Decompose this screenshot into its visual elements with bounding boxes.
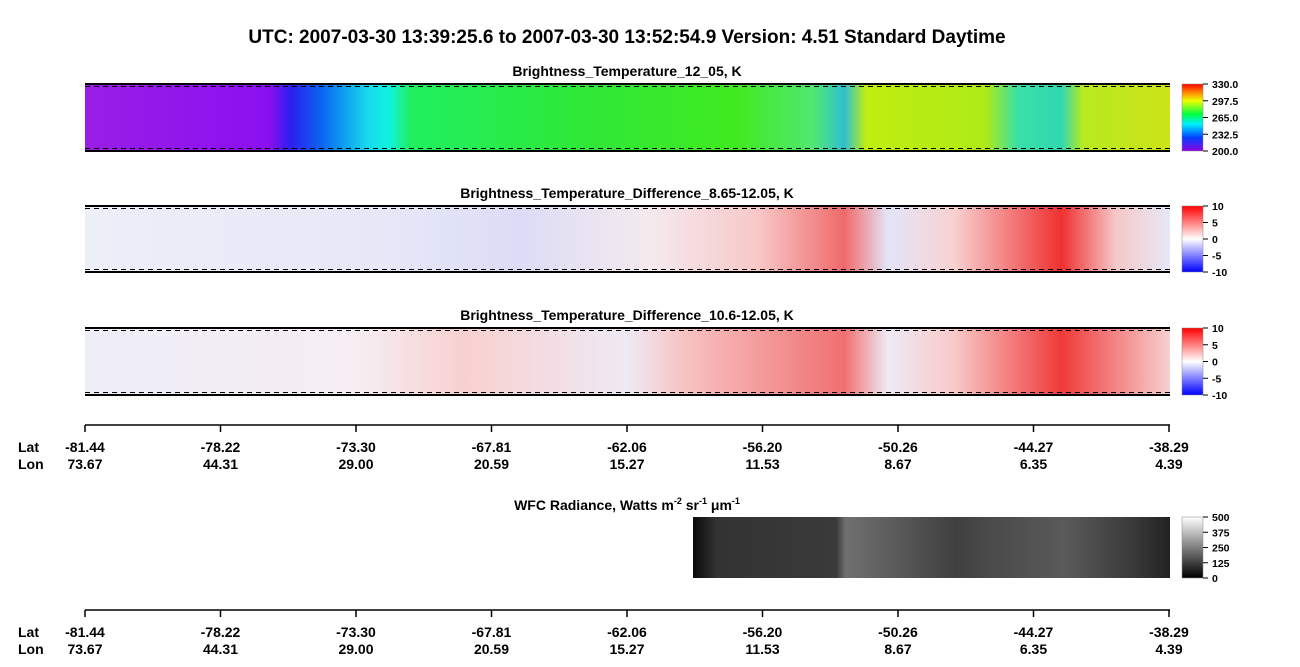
lon-tick-label: 44.31 — [203, 456, 238, 472]
lat-tick-label: -50.26 — [878, 624, 918, 640]
colorbar-tick-label: 500 — [1212, 512, 1230, 524]
panel-title: Brightness_Temperature_Difference_8.65-1… — [460, 185, 794, 201]
lat-tick-label: -38.29 — [1149, 439, 1189, 455]
colorbar-tick-label: 125 — [1212, 558, 1230, 570]
colorbar-tick-label: 330.0 — [1212, 79, 1238, 91]
lat-label: Lat — [18, 624, 39, 640]
colorbar-tick-label: -5 — [1212, 251, 1221, 263]
colorbar-tick-label: -10 — [1212, 390, 1227, 402]
lon-label: Lon — [18, 641, 44, 657]
lon-tick-label: 20.59 — [474, 641, 509, 657]
lat-tick-label: -56.20 — [743, 624, 783, 640]
lon-tick-label: 20.59 — [474, 456, 509, 472]
title-part: sr — [682, 497, 700, 513]
lat-tick-label: -81.44 — [65, 439, 105, 455]
panel-title: Brightness_Temperature_Difference_10.6-1… — [460, 307, 794, 323]
colorbar-tick-label: 297.5 — [1212, 96, 1238, 108]
lon-tick-label: 29.00 — [338, 641, 373, 657]
colorbar-tick-label: 375 — [1212, 527, 1230, 539]
colorbar-tick-label: 5 — [1212, 340, 1218, 352]
colorbar-tick-label: 10 — [1212, 201, 1224, 213]
image-strip — [85, 84, 1170, 151]
superscript: -1 — [732, 496, 740, 506]
lat-tick-label: -73.30 — [336, 624, 376, 640]
lat-tick-label: -73.30 — [336, 439, 376, 455]
lon-tick-label: 8.67 — [884, 456, 911, 472]
lat-tick-label: -81.44 — [65, 624, 105, 640]
colorbar-tick-label: -5 — [1212, 373, 1221, 385]
colorbar-tick-label: 0 — [1212, 573, 1218, 585]
lat-tick-label: -67.81 — [472, 624, 512, 640]
lat-tick-label: -38.29 — [1149, 624, 1189, 640]
colorbar — [1181, 83, 1204, 152]
image-strip — [85, 328, 1170, 395]
superscript: -2 — [674, 496, 682, 506]
title-part: μm — [707, 497, 732, 513]
colorbar-tick-label: 0 — [1212, 234, 1218, 246]
superscript: -1 — [699, 496, 707, 506]
panel-title: WFC Radiance, Watts m-2 sr-1 μm-1 — [514, 496, 740, 513]
image-strip — [693, 517, 1170, 578]
colorbar — [1181, 327, 1204, 396]
lon-tick-label: 15.27 — [609, 456, 644, 472]
colorbar-tick-label: 232.5 — [1212, 129, 1238, 141]
colorbar-tick-label: -10 — [1212, 267, 1227, 279]
lon-tick-label: 15.27 — [609, 641, 644, 657]
lon-tick-label: 4.39 — [1155, 456, 1182, 472]
lon-tick-label: 73.67 — [67, 456, 102, 472]
lon-tick-label: 11.53 — [745, 641, 779, 657]
lon-tick-label: 6.35 — [1020, 641, 1047, 657]
lat-tick-label: -44.27 — [1014, 439, 1054, 455]
lon-tick-label: 73.67 — [67, 641, 102, 657]
lat-label: Lat — [18, 439, 39, 455]
lat-tick-label: -78.22 — [201, 439, 241, 455]
colorbar-tick-label: 250 — [1212, 543, 1230, 555]
panel-title: Brightness_Temperature_12_05, K — [512, 63, 741, 79]
colorbar — [1181, 205, 1204, 273]
lat-tick-label: -67.81 — [472, 439, 512, 455]
lon-tick-label: 44.31 — [203, 641, 238, 657]
lat-tick-label: -56.20 — [743, 439, 783, 455]
lat-tick-label: -44.27 — [1014, 624, 1054, 640]
colorbar-tick-label: 265.0 — [1212, 113, 1238, 125]
colorbar-tick-label: 200.0 — [1212, 146, 1238, 158]
lat-tick-label: -62.06 — [607, 624, 647, 640]
colorbar-tick-label: 10 — [1212, 323, 1224, 335]
lon-tick-label: 4.39 — [1155, 641, 1182, 657]
lon-label: Lon — [18, 456, 44, 472]
lat-tick-label: -78.22 — [201, 624, 241, 640]
title-part: WFC Radiance, Watts m — [514, 497, 674, 513]
lat-tick-label: -50.26 — [878, 439, 918, 455]
lat-tick-label: -62.06 — [607, 439, 647, 455]
lon-tick-label: 6.35 — [1020, 456, 1047, 472]
colorbar-tick-label: 0 — [1212, 357, 1218, 369]
colorbar-tick-label: 5 — [1212, 218, 1218, 230]
colorbar — [1181, 516, 1204, 579]
image-strip — [85, 206, 1170, 272]
lon-tick-label: 8.67 — [884, 641, 911, 657]
page-title: UTC: 2007-03-30 13:39:25.6 to 2007-03-30… — [248, 27, 1005, 48]
lon-tick-label: 29.00 — [338, 456, 373, 472]
lon-tick-label: 11.53 — [745, 456, 779, 472]
